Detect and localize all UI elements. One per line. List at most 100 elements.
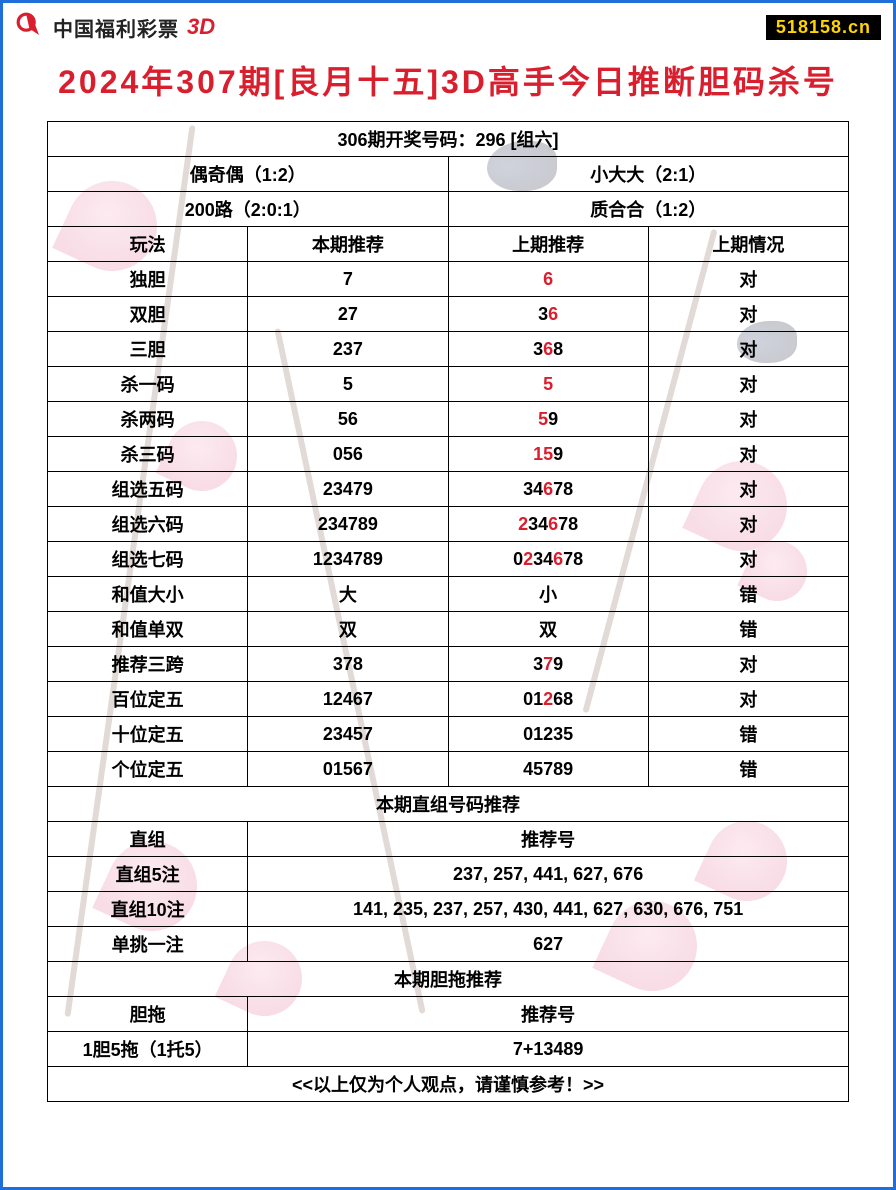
dantuo-row-label: 1胆5拖（1托5） [48, 1032, 248, 1067]
row-result: 错 [648, 717, 848, 752]
row-current: 23457 [248, 717, 448, 752]
row-prev: 01235 [448, 717, 648, 752]
row-current: 56 [248, 402, 448, 437]
table-row: 和值大小大小错 [48, 577, 849, 612]
row-prev: 01268 [448, 682, 648, 717]
row-current: 27 [248, 297, 448, 332]
row-result: 错 [648, 612, 848, 647]
col-header-2: 本期推荐 [248, 227, 448, 262]
row-name: 独胆 [48, 262, 248, 297]
info-cell-c: 200路（2:0:1） [48, 192, 449, 227]
brand-text: 中国福利彩票 [53, 13, 179, 42]
result-header: 306期开奖号码：296 [组六] [48, 122, 849, 157]
site-badge: 518158.cn [766, 15, 881, 40]
row-prev: 379 [448, 647, 648, 682]
row-result: 对 [648, 402, 848, 437]
table-row: 杀两码5659对 [48, 402, 849, 437]
zhizu10-label: 直组10注 [48, 892, 248, 927]
row-prev: 34678 [448, 472, 648, 507]
row-current: 1234789 [248, 542, 448, 577]
row-result: 对 [648, 472, 848, 507]
row-name: 十位定五 [48, 717, 248, 752]
row-name: 百位定五 [48, 682, 248, 717]
row-name: 双胆 [48, 297, 248, 332]
row-prev: 59 [448, 402, 648, 437]
lottery-logo-icon [15, 11, 47, 43]
row-result: 错 [648, 577, 848, 612]
zhizu-label: 直组 [48, 822, 248, 857]
row-prev: 159 [448, 437, 648, 472]
col-header-3: 上期推荐 [448, 227, 648, 262]
dantuo-label: 胆拖 [48, 997, 248, 1032]
row-current: 01567 [248, 752, 448, 787]
row-name: 杀三码 [48, 437, 248, 472]
row-current: 5 [248, 367, 448, 402]
row-current: 大 [248, 577, 448, 612]
row-result: 对 [648, 682, 848, 717]
row-name: 三胆 [48, 332, 248, 367]
row-current: 234789 [248, 507, 448, 542]
table-row: 个位定五0156745789错 [48, 752, 849, 787]
zhizu-header: 本期直组号码推荐 [48, 787, 849, 822]
content-wrap: 306期开奖号码：296 [组六] 偶奇偶（1:2） 小大大（2:1） 200路… [47, 121, 849, 1102]
row-result: 对 [648, 507, 848, 542]
dantuo-tuijian-label: 推荐号 [248, 997, 849, 1032]
row-name: 杀两码 [48, 402, 248, 437]
logo-area: 中国福利彩票 3D [15, 11, 215, 43]
row-prev: 45789 [448, 752, 648, 787]
table-row: 推荐三跨378379对 [48, 647, 849, 682]
dantuo-header: 本期胆拖推荐 [48, 962, 849, 997]
table-row: 独胆76对 [48, 262, 849, 297]
table-row: 杀三码056159对 [48, 437, 849, 472]
row-current: 双 [248, 612, 448, 647]
info-cell-d: 质合合（1:2） [448, 192, 849, 227]
row-prev: 234678 [448, 507, 648, 542]
row-prev: 6 [448, 262, 648, 297]
table-row: 组选六码234789234678对 [48, 507, 849, 542]
info-cell-b: 小大大（2:1） [448, 157, 849, 192]
row-result: 对 [648, 647, 848, 682]
tuijian-label: 推荐号 [248, 822, 849, 857]
zhizu10-val: 141, 235, 237, 257, 430, 441, 627, 630, … [248, 892, 849, 927]
row-name: 组选五码 [48, 472, 248, 507]
row-current: 056 [248, 437, 448, 472]
row-current: 237 [248, 332, 448, 367]
header-bar: 中国福利彩票 3D 518158.cn [3, 3, 893, 51]
row-prev: 双 [448, 612, 648, 647]
info-cell-a: 偶奇偶（1:2） [48, 157, 449, 192]
row-result: 错 [648, 752, 848, 787]
row-result: 对 [648, 367, 848, 402]
footer-note: <<以上仅为个人观点，请谨慎参考！>> [48, 1067, 849, 1102]
brand-3d: 3D [187, 14, 215, 40]
row-name: 组选七码 [48, 542, 248, 577]
row-result: 对 [648, 332, 848, 367]
row-prev: 5 [448, 367, 648, 402]
row-prev: 36 [448, 297, 648, 332]
table-row: 组选五码2347934678对 [48, 472, 849, 507]
row-name: 杀一码 [48, 367, 248, 402]
page-title: 2024年307期[良月十五]3D高手今日推断胆码杀号 [3, 51, 893, 121]
row-current: 23479 [248, 472, 448, 507]
row-result: 对 [648, 297, 848, 332]
table-row: 组选七码12347890234678对 [48, 542, 849, 577]
row-name: 推荐三跨 [48, 647, 248, 682]
row-current: 7 [248, 262, 448, 297]
row-result: 对 [648, 262, 848, 297]
zhizu5-label: 直组5注 [48, 857, 248, 892]
table-row: 十位定五2345701235错 [48, 717, 849, 752]
single-val: 627 [248, 927, 849, 962]
table-row: 百位定五1246701268对 [48, 682, 849, 717]
single-label: 单挑一注 [48, 927, 248, 962]
row-current: 12467 [248, 682, 448, 717]
row-prev: 368 [448, 332, 648, 367]
table-row: 杀一码55对 [48, 367, 849, 402]
row-name: 组选六码 [48, 507, 248, 542]
row-name: 和值单双 [48, 612, 248, 647]
row-name: 个位定五 [48, 752, 248, 787]
row-result: 对 [648, 542, 848, 577]
zhizu5-val: 237, 257, 441, 627, 676 [248, 857, 849, 892]
row-current: 378 [248, 647, 448, 682]
row-name: 和值大小 [48, 577, 248, 612]
row-prev: 小 [448, 577, 648, 612]
dantuo-row-val: 7+13489 [248, 1032, 849, 1067]
